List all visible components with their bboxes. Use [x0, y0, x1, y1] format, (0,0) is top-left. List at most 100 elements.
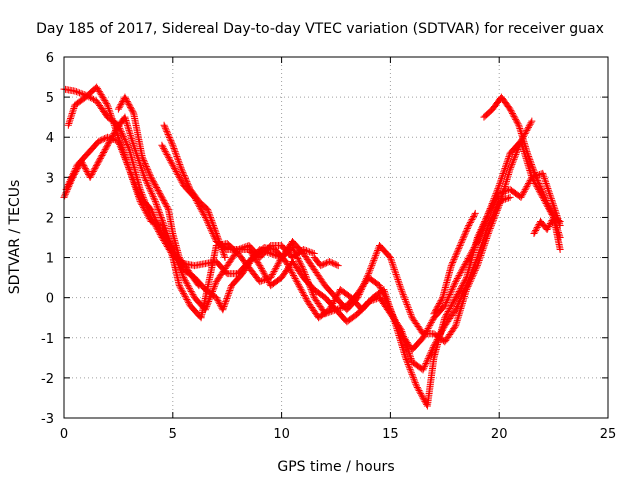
data-point: [140, 205, 148, 213]
data-point: [376, 282, 384, 290]
data-point: [524, 125, 532, 133]
data-point: [127, 131, 135, 139]
data-point: [170, 163, 178, 171]
data-point: [103, 100, 111, 108]
data-point: [184, 179, 192, 187]
data-point: [452, 251, 460, 259]
data-point: [177, 177, 185, 185]
data-point: [434, 334, 442, 342]
data-point: [545, 203, 553, 211]
data-point: [162, 226, 170, 234]
y-axis-label: SDTVAR / TECUs: [7, 180, 23, 295]
data-point: [138, 153, 146, 161]
data-point: [158, 141, 166, 149]
data-point: [462, 283, 470, 291]
y-tick-label: -3: [41, 412, 54, 427]
data-point: [144, 211, 152, 219]
data-point: [153, 185, 161, 193]
data-point: [402, 355, 410, 363]
data-point: [215, 236, 223, 244]
data-point: [505, 169, 513, 177]
data-point: [405, 349, 413, 357]
data-point: [486, 206, 494, 214]
x-tick-label: 5: [169, 427, 177, 442]
data-point: [472, 259, 480, 267]
data-point: [212, 279, 220, 287]
data-point: [435, 301, 443, 309]
data-point: [74, 163, 82, 171]
data-point: [372, 251, 380, 259]
data-point: [354, 294, 362, 302]
data-point: [524, 180, 532, 188]
data-point: [163, 127, 171, 135]
data-point: [539, 169, 547, 177]
data-point: [206, 294, 214, 302]
data-point: [389, 260, 397, 268]
data-point: [110, 130, 118, 138]
data-point: [512, 149, 520, 157]
data-point: [208, 289, 216, 297]
data-point: [130, 177, 138, 185]
data-point: [552, 208, 560, 216]
data-point: [171, 148, 179, 156]
data-point: [129, 175, 137, 183]
data-point: [426, 350, 434, 358]
data-point: [208, 218, 216, 226]
data-point: [160, 146, 168, 154]
data-point: [547, 218, 555, 226]
data-point: [258, 266, 266, 274]
data-point: [127, 170, 135, 178]
data-point: [464, 278, 472, 286]
data-point: [161, 123, 169, 131]
data-point: [220, 252, 228, 260]
data-point: [405, 305, 413, 313]
data-point: [160, 144, 168, 152]
data-point: [527, 119, 535, 127]
data-point: [505, 153, 513, 161]
data-point: [443, 297, 451, 305]
data-point: [401, 350, 409, 358]
series-track-i: [430, 209, 479, 318]
data-point: [455, 311, 463, 319]
series-track-e: [114, 93, 203, 290]
data-point: [406, 365, 414, 373]
data-point: [80, 162, 88, 170]
data-point: [128, 136, 136, 144]
data-point: [400, 347, 408, 355]
y-tick-label: 4: [46, 131, 54, 146]
data-point: [67, 113, 75, 121]
data-point: [508, 108, 516, 116]
data-point: [544, 185, 552, 193]
data-point: [107, 111, 115, 119]
data-point: [452, 278, 460, 286]
data-point: [452, 294, 460, 302]
y-tick-label: -2: [41, 372, 54, 387]
data-point: [556, 234, 564, 241]
data-point: [399, 289, 407, 297]
data-point: [382, 291, 390, 299]
data-point: [439, 325, 447, 333]
data-point: [518, 131, 526, 139]
data-point: [156, 189, 164, 197]
data-point: [412, 380, 420, 388]
data-point: [508, 110, 516, 118]
data-point: [406, 353, 414, 361]
data-point: [442, 312, 450, 320]
data-point: [455, 299, 463, 307]
x-tick-label: 25: [600, 427, 617, 442]
data-point: [141, 159, 149, 167]
data-point: [219, 249, 227, 257]
data-point: [480, 235, 488, 243]
data-point: [121, 93, 129, 101]
data-point: [452, 304, 460, 312]
data-point: [355, 290, 363, 298]
data-point: [451, 254, 459, 262]
data-point: [393, 272, 401, 280]
data-point: [173, 154, 181, 162]
data-point: [106, 108, 114, 116]
data-point: [468, 215, 476, 223]
data-point: [555, 217, 563, 225]
data-point: [409, 372, 417, 380]
data-point: [489, 196, 497, 204]
data-point: [422, 359, 430, 367]
